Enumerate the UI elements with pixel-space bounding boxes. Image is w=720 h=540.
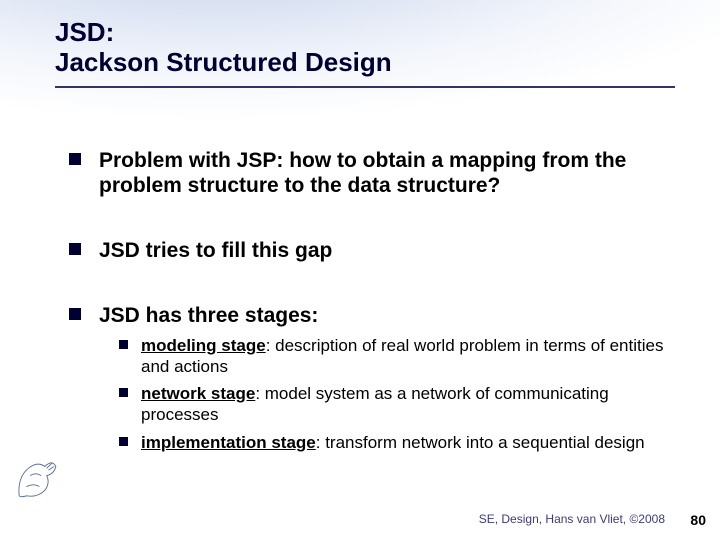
slide-content: JSD: Jackson Structured Design Problem w… <box>0 0 720 453</box>
title-line-1: JSD: <box>55 17 114 47</box>
sub-bullet-item: modeling stage: description of real worl… <box>119 335 680 378</box>
sub-bullet-list: modeling stage: description of real worl… <box>119 335 680 453</box>
main-bullet-list: Problem with JSP: how to obtain a mappin… <box>69 148 680 453</box>
bullet-item: JSD tries to fill this gap <box>69 238 680 263</box>
sub-label: network stage <box>141 384 255 403</box>
bullet-item: Problem with JSP: how to obtain a mappin… <box>69 148 680 198</box>
page-number: 80 <box>690 512 706 528</box>
bullet-text: JSD has three stages: <box>99 304 318 327</box>
sub-label: implementation stage <box>141 433 316 452</box>
bullet-text: Problem with JSP: how to obtain a mappin… <box>99 149 626 197</box>
griffin-logo-icon <box>10 450 65 505</box>
sub-bullet-item: network stage: model system as a network… <box>119 383 680 426</box>
sub-label: modeling stage <box>141 336 266 355</box>
sub-text: : transform network into a sequential de… <box>316 433 645 452</box>
footer-text: SE, Design, Hans van Vliet, ©2008 <box>479 512 665 526</box>
title-line-2: Jackson Structured Design <box>55 47 392 77</box>
sub-bullet-item: implementation stage: transform network … <box>119 432 680 453</box>
slide-title: JSD: Jackson Structured Design <box>55 18 675 88</box>
bullet-item: JSD has three stages: modeling stage: de… <box>69 303 680 452</box>
bullet-text: JSD tries to fill this gap <box>99 239 332 262</box>
